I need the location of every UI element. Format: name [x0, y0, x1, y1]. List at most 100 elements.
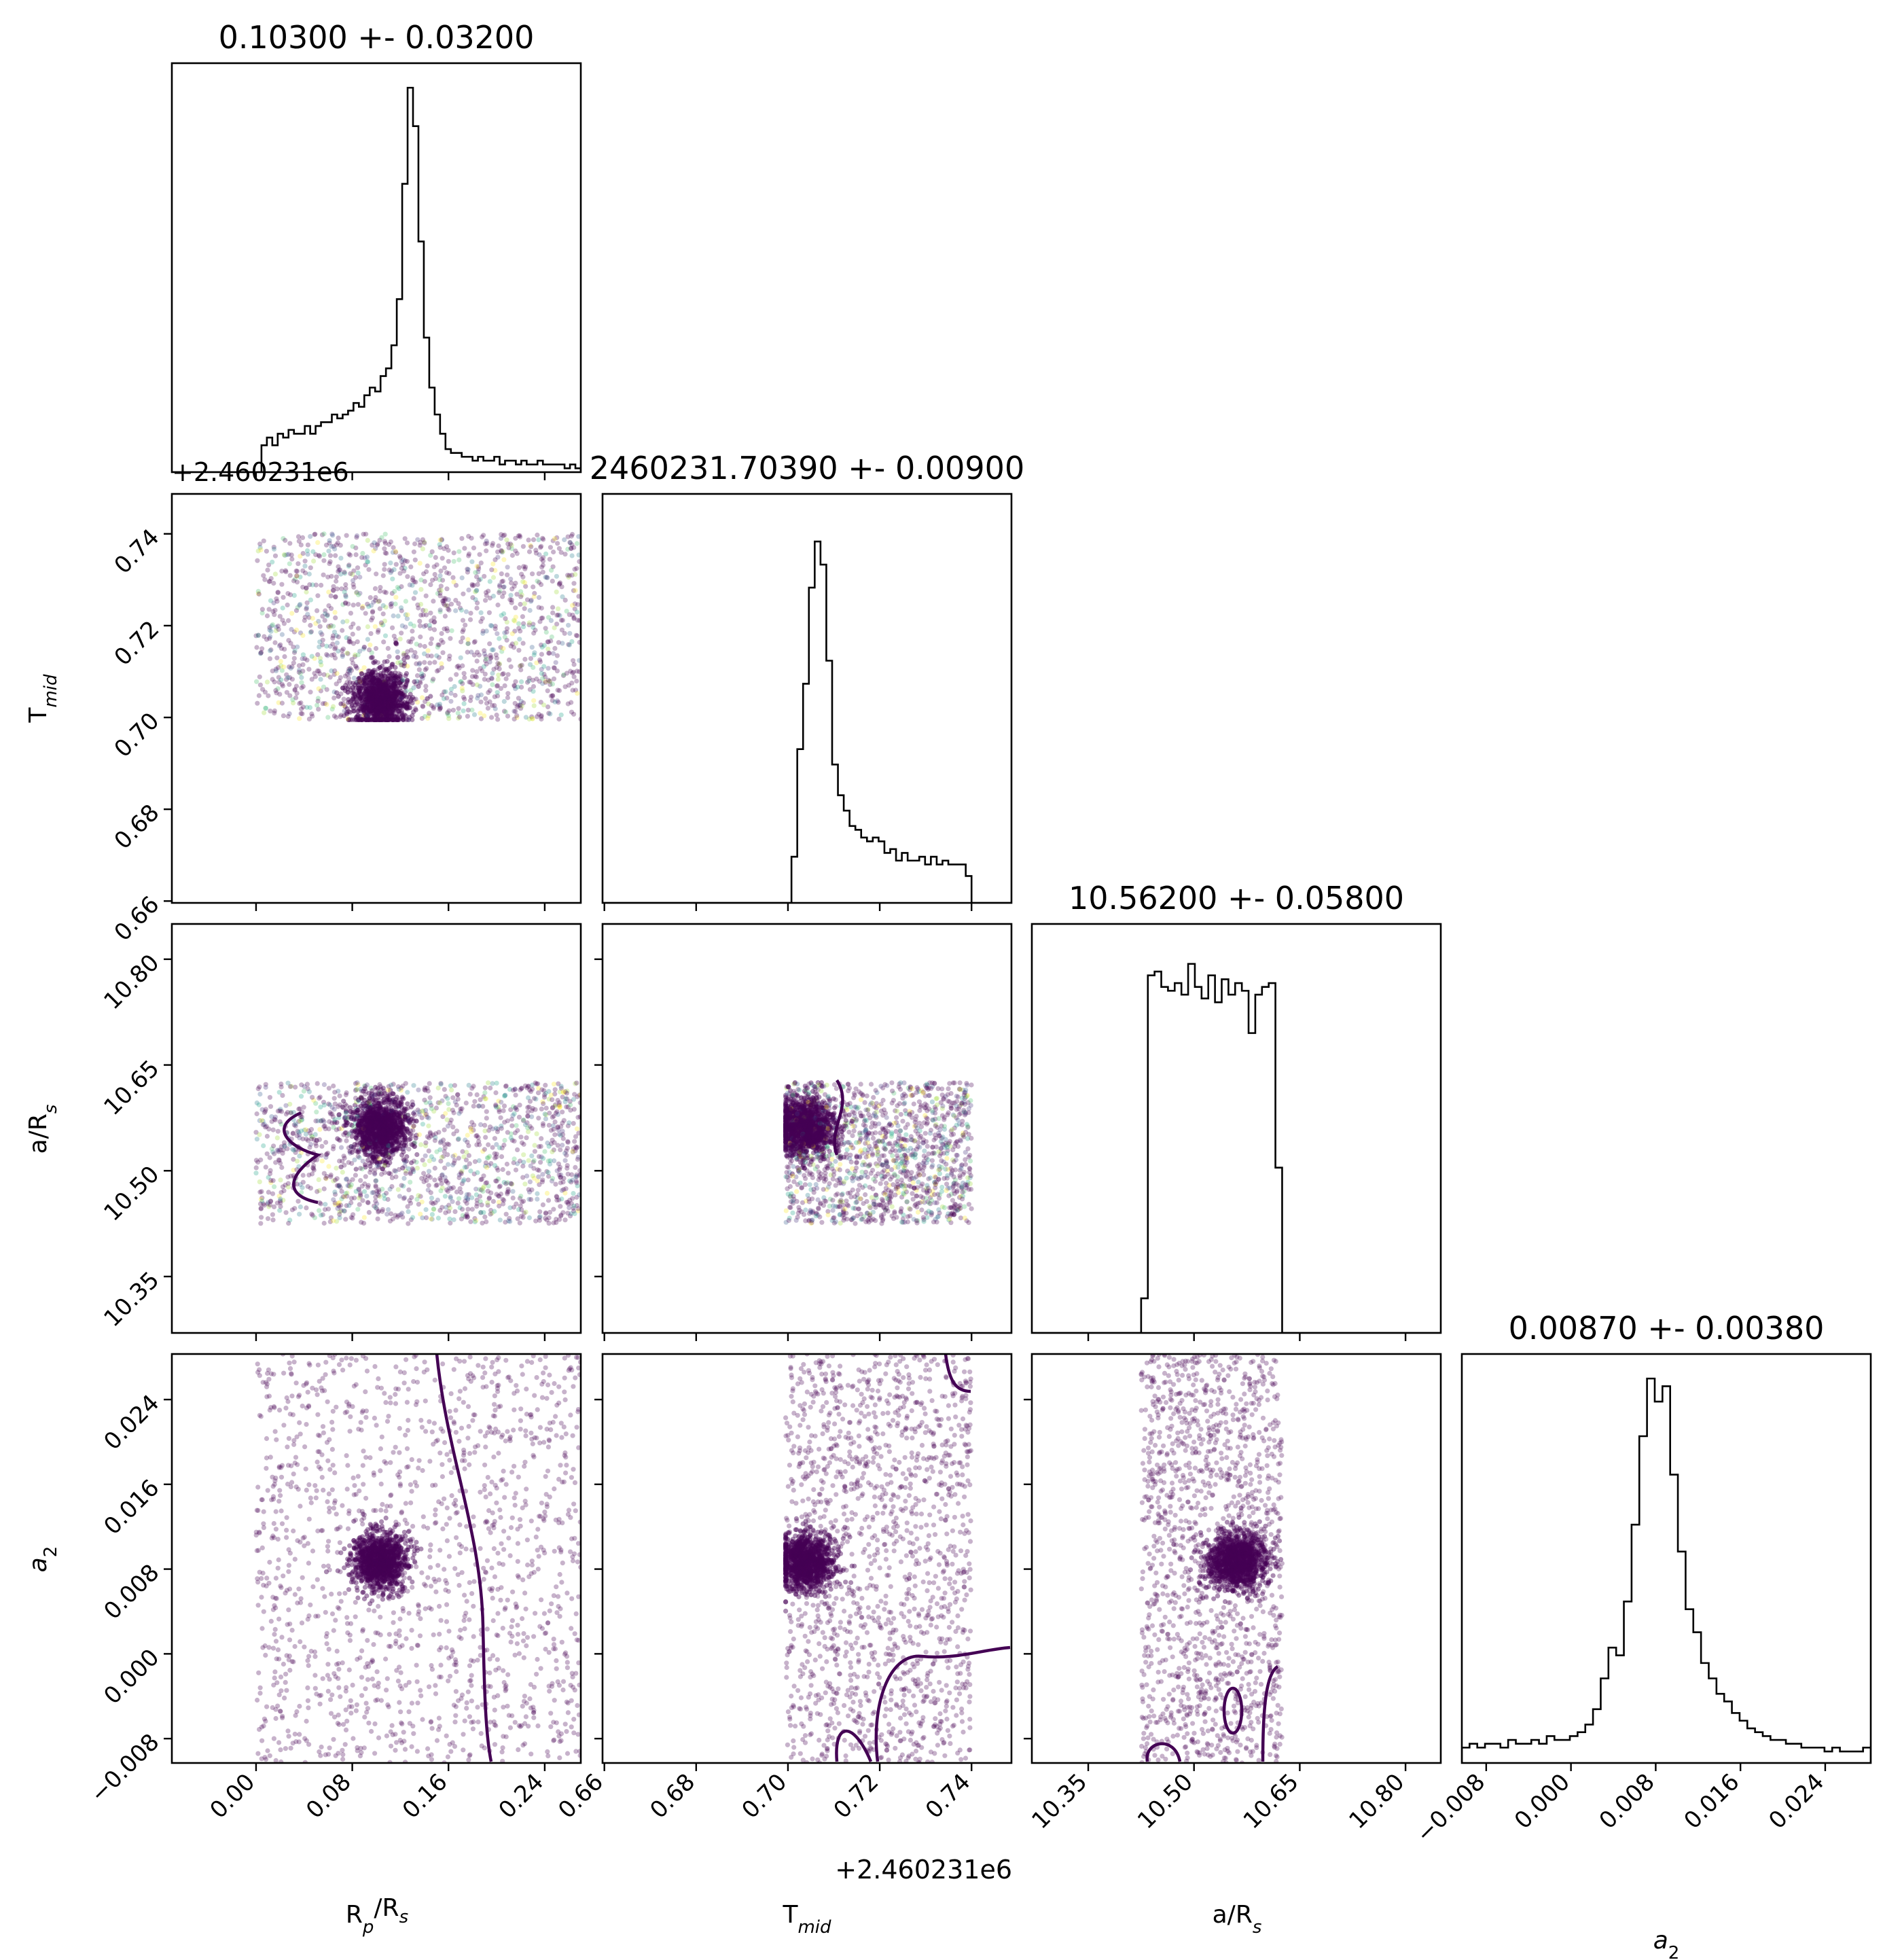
scatter-point: [367, 707, 373, 712]
scatter-point: [418, 1142, 424, 1147]
scatter-point: [474, 682, 480, 688]
scatter-point: [276, 1149, 281, 1154]
scatter-point: [375, 684, 380, 690]
scatter-point: [475, 649, 480, 655]
scatter-point: [380, 714, 386, 719]
scatter-point: [325, 574, 331, 580]
scatter-point: [383, 705, 389, 710]
scatter-point: [367, 1140, 372, 1146]
scatter-point: [376, 1150, 381, 1155]
scatter-point: [399, 1124, 404, 1130]
scatter-point: [505, 672, 511, 677]
scatter-point: [368, 1128, 374, 1133]
scatter-point: [398, 682, 404, 688]
scatter-point: [372, 659, 378, 664]
scatter-point: [370, 673, 376, 678]
scatter-point: [363, 687, 369, 692]
scatter-point: [556, 716, 562, 722]
scatter-point: [425, 563, 430, 569]
scatter-point: [481, 1173, 486, 1179]
scatter-point: [372, 676, 377, 681]
scatter-point: [332, 1120, 338, 1126]
scatter-point: [552, 1140, 557, 1145]
scatter-point: [513, 679, 518, 684]
scatter-point: [390, 713, 395, 719]
scatter-point: [382, 701, 389, 707]
scatter-point: [386, 703, 391, 709]
scatter-point: [513, 580, 518, 586]
scatter-point: [387, 666, 393, 671]
scatter-point: [378, 703, 383, 709]
scatter-point: [344, 1090, 349, 1096]
scatter-point: [539, 616, 544, 621]
scatter-point: [539, 1154, 544, 1160]
scatter-point: [351, 696, 356, 702]
scatter-point: [495, 683, 500, 689]
scatter-point: [494, 1080, 499, 1086]
scatter-point: [316, 669, 321, 674]
scatter-point: [354, 680, 359, 685]
scatter-point: [298, 602, 303, 607]
scatter-point: [535, 1191, 540, 1196]
scatter-point: [290, 697, 295, 702]
scatter-point: [335, 1136, 340, 1141]
scatter-point: [389, 601, 395, 606]
scatter-point: [378, 1123, 384, 1128]
scatter-point: [418, 623, 423, 628]
scatter-point: [384, 714, 389, 719]
scatter-point: [383, 686, 389, 692]
scatter-point: [296, 669, 302, 675]
scatter-point: [520, 641, 526, 646]
scatter-point: [352, 1128, 357, 1135]
scatter-point: [398, 692, 404, 698]
scatter-point: [370, 704, 375, 709]
scatter-point: [382, 1196, 387, 1202]
scatter-point: [267, 1155, 272, 1160]
scatter-point: [338, 675, 343, 680]
scatter-point: [490, 647, 496, 653]
scatter-point: [507, 597, 513, 603]
scatter-point: [405, 654, 410, 660]
scatter-point: [399, 692, 405, 697]
scatter-point: [358, 694, 363, 700]
scatter-point: [405, 1128, 410, 1134]
scatter-point: [396, 1103, 401, 1109]
scatter-point: [328, 1172, 334, 1178]
scatter-point: [494, 1152, 499, 1157]
scatter-point: [562, 597, 568, 603]
scatter-point: [326, 548, 331, 554]
scatter-point: [359, 1121, 365, 1126]
scatter-point: [381, 713, 387, 719]
scatter-point: [284, 552, 289, 558]
scatter-point: [347, 552, 353, 558]
scatter-point: [389, 706, 394, 711]
scatter-point: [408, 1179, 413, 1185]
scatter-point: [342, 589, 347, 595]
scatter-point: [391, 681, 397, 686]
scatter-point: [516, 533, 522, 539]
scatter-point: [394, 1130, 399, 1136]
scatter-point: [404, 705, 409, 711]
scatter-point: [512, 628, 518, 634]
scatter-point: [362, 682, 368, 688]
scatter-point: [381, 685, 387, 691]
scatter-point: [325, 653, 330, 658]
scatter-point: [372, 693, 378, 698]
scatter-point: [389, 698, 395, 704]
scatter-point: [461, 708, 466, 713]
scatter-point: [385, 1196, 391, 1202]
scatter-point: [268, 634, 273, 639]
scatter-point: [330, 533, 336, 538]
scatter-point: [327, 561, 332, 567]
scatter-point: [360, 717, 366, 722]
scatter-point: [380, 689, 385, 694]
scatter-point: [412, 696, 417, 702]
scatter-point: [375, 697, 381, 703]
scatter-point: [351, 1130, 356, 1135]
scatter-point: [567, 1178, 573, 1183]
scatter-point: [437, 1147, 443, 1152]
scatter-point: [327, 559, 333, 565]
scatter-point: [487, 579, 492, 584]
scatter-point: [511, 645, 517, 650]
scatter-point: [370, 689, 376, 694]
